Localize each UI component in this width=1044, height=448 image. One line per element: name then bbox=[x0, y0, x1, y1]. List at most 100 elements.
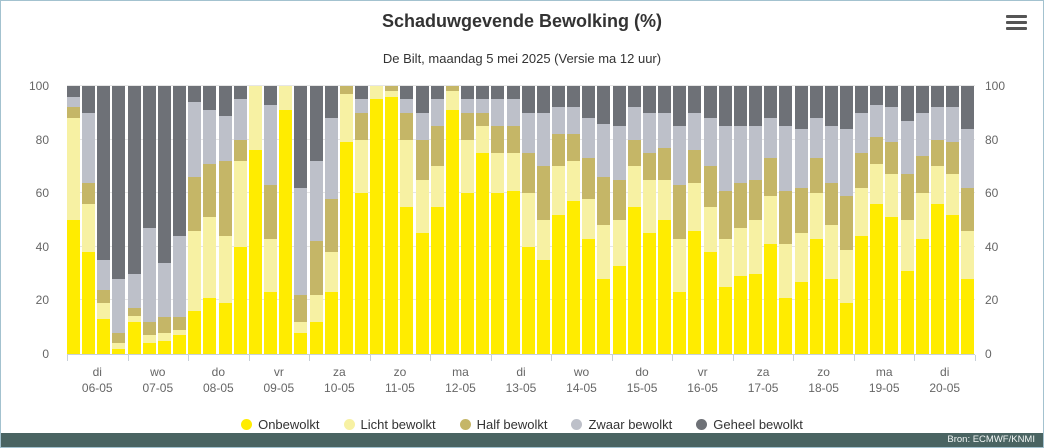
bar-segment bbox=[582, 198, 596, 239]
bar-stack[interactable] bbox=[309, 86, 323, 354]
hamburger-line bbox=[1006, 27, 1027, 30]
bar-stack[interactable] bbox=[188, 86, 202, 354]
bar-stack[interactable] bbox=[915, 86, 929, 354]
date-label: 17-05 bbox=[747, 381, 779, 396]
bar-segment bbox=[839, 249, 853, 304]
bar-stack[interactable] bbox=[870, 86, 884, 354]
bar-segment bbox=[961, 128, 975, 188]
bar-stack[interactable] bbox=[824, 86, 838, 354]
bar-stack[interactable] bbox=[946, 86, 960, 354]
bar-stack[interactable] bbox=[430, 86, 444, 354]
bar-stack[interactable] bbox=[673, 86, 687, 354]
bar-stack[interactable] bbox=[385, 86, 399, 354]
bar-stack[interactable] bbox=[779, 86, 793, 354]
bar-stack[interactable] bbox=[173, 86, 187, 354]
bar-stack[interactable] bbox=[279, 86, 293, 354]
bar-stack[interactable] bbox=[597, 86, 611, 354]
bar-stack[interactable] bbox=[97, 86, 111, 354]
bar-stack[interactable] bbox=[536, 86, 550, 354]
bar-stack[interactable] bbox=[264, 86, 278, 354]
bar-stack[interactable] bbox=[142, 86, 156, 354]
x-axis-label: di 13-05 bbox=[491, 364, 552, 396]
bar-segment bbox=[885, 86, 899, 108]
bar-stack[interactable] bbox=[582, 86, 596, 354]
bar-segment bbox=[612, 126, 626, 180]
bar-stack[interactable] bbox=[627, 86, 641, 354]
bar-stack[interactable] bbox=[764, 86, 778, 354]
bar-stack[interactable] bbox=[612, 86, 626, 354]
legend-item-geheel-bewolkt[interactable]: Geheel bewolkt bbox=[696, 417, 803, 432]
bar-segment bbox=[627, 206, 641, 354]
bar-stack[interactable] bbox=[157, 86, 171, 354]
bar-segment bbox=[824, 225, 838, 279]
legend-item-licht-bewolkt[interactable]: Licht bewolkt bbox=[343, 417, 436, 432]
date-label: 06-05 bbox=[81, 381, 113, 396]
bar-stack[interactable] bbox=[930, 86, 944, 354]
bar-segment bbox=[870, 163, 884, 204]
bar-stack[interactable] bbox=[749, 86, 763, 354]
bar-stack[interactable] bbox=[370, 86, 384, 354]
bar-stack[interactable] bbox=[809, 86, 823, 354]
bar-stack[interactable] bbox=[400, 86, 414, 354]
bar-stack[interactable] bbox=[718, 86, 732, 354]
bar-segment bbox=[506, 99, 520, 127]
bar-stack[interactable] bbox=[491, 86, 505, 354]
x-tick bbox=[309, 355, 311, 361]
bar-stack[interactable] bbox=[794, 86, 808, 354]
bar-stack[interactable] bbox=[552, 86, 565, 354]
bar-stack[interactable] bbox=[961, 86, 975, 354]
legend-item-onbewolkt[interactable]: Onbewolkt bbox=[241, 416, 320, 432]
bar-segment bbox=[445, 110, 459, 354]
bar-stack[interactable] bbox=[233, 86, 247, 354]
bar-stack[interactable] bbox=[354, 86, 368, 354]
bar-stack[interactable] bbox=[112, 86, 126, 354]
bar-stack[interactable] bbox=[476, 86, 490, 354]
bar-segment bbox=[855, 236, 869, 354]
bar-segment bbox=[718, 190, 732, 239]
bar-stack[interactable] bbox=[339, 86, 353, 354]
x-tick bbox=[914, 355, 916, 361]
bar-stack[interactable] bbox=[855, 86, 869, 354]
bar-segment bbox=[567, 134, 581, 162]
bar-stack[interactable] bbox=[521, 86, 535, 354]
bar-stack[interactable] bbox=[506, 86, 520, 354]
bar-segment bbox=[354, 86, 368, 100]
bar-stack[interactable] bbox=[688, 86, 702, 354]
hamburger-menu-icon[interactable] bbox=[1006, 15, 1027, 33]
bar-stack[interactable] bbox=[218, 86, 232, 354]
bar-segment bbox=[597, 86, 611, 124]
bar-stack[interactable] bbox=[294, 86, 308, 354]
bar-stack[interactable] bbox=[658, 86, 672, 354]
legend-label: Onbewolkt bbox=[258, 416, 320, 432]
bar-stack[interactable] bbox=[82, 86, 96, 354]
bar-segment bbox=[855, 86, 869, 113]
bar-segment bbox=[612, 86, 626, 127]
bar-segment bbox=[324, 252, 338, 293]
bar-stack[interactable] bbox=[885, 86, 899, 354]
bar-stack[interactable] bbox=[248, 86, 262, 354]
legend-item-half-bewolkt[interactable]: Half bewolkt bbox=[459, 417, 547, 432]
x-tick bbox=[127, 355, 129, 361]
bar-stack[interactable] bbox=[67, 86, 80, 354]
bar-stack[interactable] bbox=[445, 86, 459, 354]
legend-item-zwaar-bewolkt[interactable]: Zwaar bewolkt bbox=[571, 417, 672, 432]
bar-stack[interactable] bbox=[203, 86, 217, 354]
bar-stack[interactable] bbox=[703, 86, 717, 354]
bar-segment bbox=[233, 246, 247, 354]
bar-stack[interactable] bbox=[127, 86, 141, 354]
bar-stack[interactable] bbox=[567, 86, 581, 354]
bar-stack[interactable] bbox=[642, 86, 656, 354]
bar-segment bbox=[749, 220, 763, 274]
bar-segment bbox=[688, 182, 702, 231]
bar-stack[interactable] bbox=[900, 86, 914, 354]
day-label: di bbox=[940, 365, 950, 379]
bar-segment bbox=[961, 86, 975, 129]
bar-stack[interactable] bbox=[461, 86, 475, 354]
bar-stack[interactable] bbox=[839, 86, 853, 354]
bar-stack[interactable] bbox=[733, 86, 747, 354]
bar-segment bbox=[461, 139, 475, 194]
bar-segment bbox=[794, 187, 808, 234]
bar-segment bbox=[794, 128, 808, 188]
bar-stack[interactable] bbox=[324, 86, 338, 354]
bar-stack[interactable] bbox=[415, 86, 429, 354]
